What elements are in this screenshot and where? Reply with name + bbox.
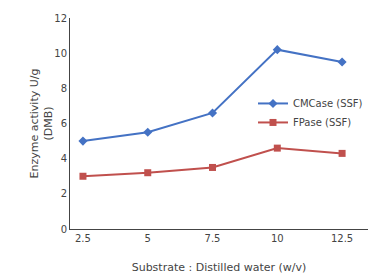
svg-text:10: 10 bbox=[271, 233, 284, 244]
svg-text:8: 8 bbox=[61, 83, 67, 94]
svg-text:CMCase (SSF): CMCase (SSF) bbox=[293, 98, 363, 109]
svg-text:Substrate : Distilled water (w: Substrate : Distilled water (w/v) bbox=[132, 261, 307, 274]
svg-text:2: 2 bbox=[61, 188, 67, 199]
svg-text:4: 4 bbox=[61, 153, 67, 164]
svg-text:12: 12 bbox=[54, 13, 67, 24]
svg-text:2.5: 2.5 bbox=[75, 233, 91, 244]
svg-text:6: 6 bbox=[61, 118, 67, 129]
svg-text:0: 0 bbox=[61, 224, 67, 235]
svg-text:10: 10 bbox=[54, 48, 67, 59]
svg-text:5: 5 bbox=[145, 233, 151, 244]
svg-text:7.5: 7.5 bbox=[205, 233, 221, 244]
svg-text:12.5: 12.5 bbox=[331, 233, 353, 244]
svg-text:FPase (SSF): FPase (SSF) bbox=[293, 117, 351, 128]
svg-text:Enzyme activity U/g(DMB): Enzyme activity U/g(DMB) bbox=[28, 69, 55, 179]
